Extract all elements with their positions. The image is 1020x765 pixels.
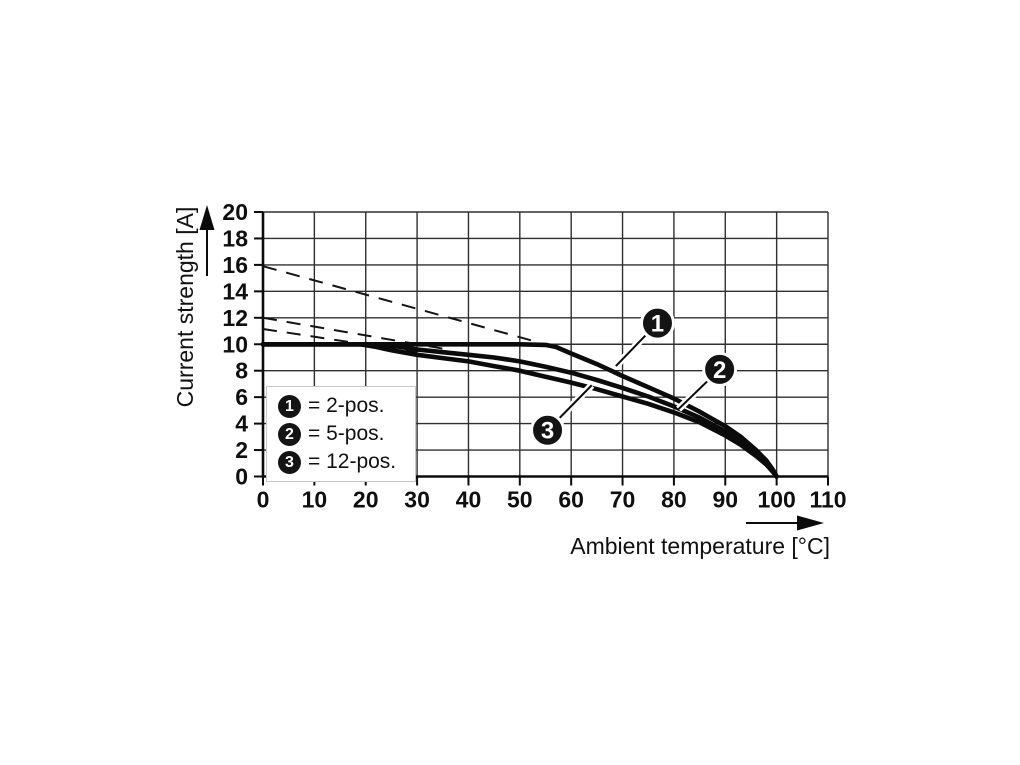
y-tick-label: 14: [222, 278, 248, 304]
y-tick-label: 18: [222, 225, 248, 251]
legend-marker-icon: 3: [278, 450, 301, 474]
legend-marker-icon: 1: [278, 394, 301, 418]
legend-item-5-pos: 2 = 5-pos.: [278, 422, 405, 446]
legend-box: 1 = 2-pos. 2 = 5-pos. 3 = 12-pos.: [266, 386, 416, 482]
derating-curves: [260, 342, 779, 479]
legend-item-2-pos: 1 = 2-pos.: [278, 394, 405, 418]
x-tick-label: 30: [404, 487, 430, 513]
callout-circle-3: [530, 412, 566, 448]
dashed-line-2-pos.: [262, 265, 541, 344]
curve-2-pos.: [260, 342, 779, 479]
legend-item-12-pos: 3 = 12-pos.: [278, 450, 405, 474]
x-tick-label: 50: [507, 487, 533, 513]
x-tick-label: 110: [809, 487, 846, 513]
callout-circle-1: [639, 305, 675, 341]
y-tick-label: 16: [222, 252, 248, 278]
y-tick-label: 20: [222, 199, 248, 225]
y-tick-label: 4: [235, 411, 248, 437]
x-tick-label: 10: [302, 487, 328, 513]
legend-label: = 12-pos.: [308, 450, 397, 473]
legend-marker-icon: 2: [278, 422, 301, 446]
y-axis-arrow-icon: [199, 205, 215, 276]
tick-labels: 0 10 20 30 40 50 60 70 80 90 100 110024681012141618…: [222, 199, 846, 513]
callout-number: 3: [541, 418, 554, 445]
callout-number: 1: [651, 311, 664, 338]
callout-number: 2: [713, 357, 726, 384]
x-tick-label: 60: [558, 487, 584, 513]
y-tick-label: 10: [222, 331, 248, 357]
x-tick-label: 0: [257, 487, 270, 513]
x-tick-label: 90: [712, 487, 738, 513]
legend-label: = 5-pos.: [308, 422, 385, 445]
x-tick-label: 20: [353, 487, 379, 513]
y-tick-label: 2: [235, 437, 248, 463]
x-tick-label: 100: [757, 487, 795, 513]
y-tick-label: 12: [222, 305, 248, 331]
x-axis-arrow-icon: [746, 515, 824, 531]
curve-12-pos.: [260, 342, 779, 479]
y-tick-label: 8: [235, 358, 248, 384]
callout-circle-2: [702, 351, 738, 387]
x-axis-label: Ambient temperature [°C]: [570, 533, 830, 559]
curve-callouts: 1 2 3: [530, 305, 738, 448]
x-tick-label: 40: [456, 487, 482, 513]
y-tick-label: 6: [235, 384, 248, 410]
y-axis-label: Current strength [A]: [172, 207, 198, 408]
legend-label: = 2-pos.: [308, 394, 385, 417]
x-tick-label: 70: [610, 487, 636, 513]
x-tick-label: 80: [661, 487, 687, 513]
y-tick-label: 0: [235, 464, 248, 490]
dashed-extrapolation-lines: [262, 265, 541, 354]
